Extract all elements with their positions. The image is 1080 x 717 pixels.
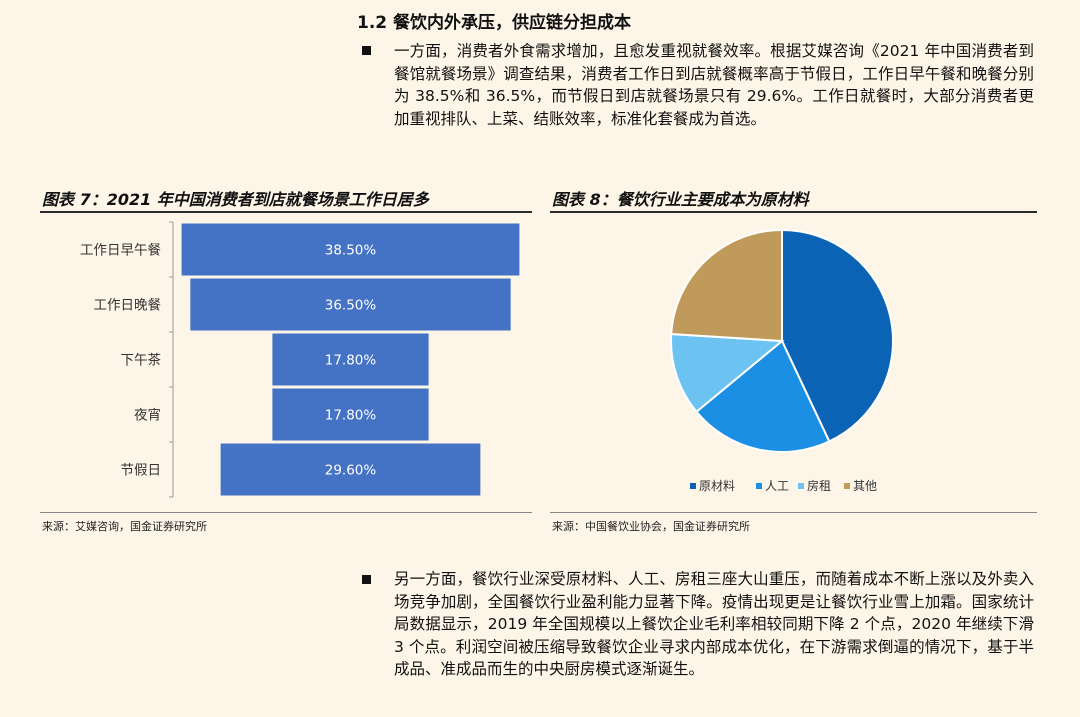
- figure7-title-rule: [40, 211, 532, 213]
- bar-value-label-2: 17.80%: [325, 353, 377, 369]
- legend-swatch-3: [844, 483, 850, 489]
- paragraph-1: 一方面，消费者外食需求增加，且愈发重视就餐效率。根据艾媒咨询《2021 年中国消…: [394, 42, 1034, 128]
- bar-4: [220, 443, 481, 496]
- bullet-1: [362, 46, 371, 55]
- pie-slice-2: [670, 332, 785, 414]
- bar-3: [272, 388, 429, 441]
- legend-swatch-1: [756, 483, 762, 489]
- bar-0: [181, 223, 520, 276]
- figure8-title: 图表 8：餐饮行业主要成本为原材料: [552, 190, 809, 209]
- bar-value-label-1: 36.50%: [325, 298, 377, 314]
- legend-label-0: 原材料: [699, 479, 735, 493]
- pie-slice-1: [695, 339, 831, 453]
- bar-value-label-3: 17.80%: [325, 408, 377, 424]
- bar-category-label-0: 工作日早午餐: [80, 243, 161, 259]
- pie-chart: 原材料 人工 房租 其他: [670, 228, 894, 493]
- bar-category-label-1: 工作日晚餐: [94, 298, 162, 314]
- bar-value-label-4: 29.60%: [325, 463, 377, 479]
- bullet-2: [362, 575, 371, 584]
- bar-2: [272, 333, 429, 386]
- bar-category-label-3: 夜宵: [134, 407, 161, 424]
- figure8-title-rule: [550, 211, 1037, 213]
- bar-category-label-2: 下午茶: [121, 353, 162, 369]
- legend-swatch-0: [690, 483, 696, 489]
- figure8-source: 来源：中国餐饮业协会，国金证券研究所: [552, 520, 750, 533]
- bar-value-label-0: 38.50%: [325, 243, 377, 259]
- section-title: 1.2 餐饮内外承压，供应链分担成本: [357, 13, 632, 33]
- bar-chart: 38.50% 工作日早午餐 36.50% 工作日晚餐 17.80% 下午茶 17.80% 夜宵…: [80, 221, 520, 498]
- pie-slice-0: [781, 228, 894, 443]
- bar-1: [190, 278, 511, 331]
- legend-label-2: 房租: [807, 478, 831, 493]
- figure7-source-rule: [40, 512, 532, 513]
- legend-label-1: 人工: [765, 479, 789, 493]
- pie-slice-3: [670, 228, 783, 343]
- legend-swatch-2: [798, 483, 804, 489]
- bar-category-label-4: 节假日: [121, 463, 162, 479]
- figure7-source: 来源：艾媒咨询，国金证券研究所: [42, 520, 207, 533]
- figure7-title: 图表 7：2021 年中国消费者到店就餐场景工作日居多: [42, 190, 429, 209]
- figure8-source-rule: [550, 512, 1037, 513]
- legend-label-3: 其他: [853, 479, 877, 493]
- paragraph-2: 另一方面，餐饮行业深受原材料、人工、房租三座大山重压，而随着成本不断上涨以及外卖…: [394, 570, 1034, 678]
